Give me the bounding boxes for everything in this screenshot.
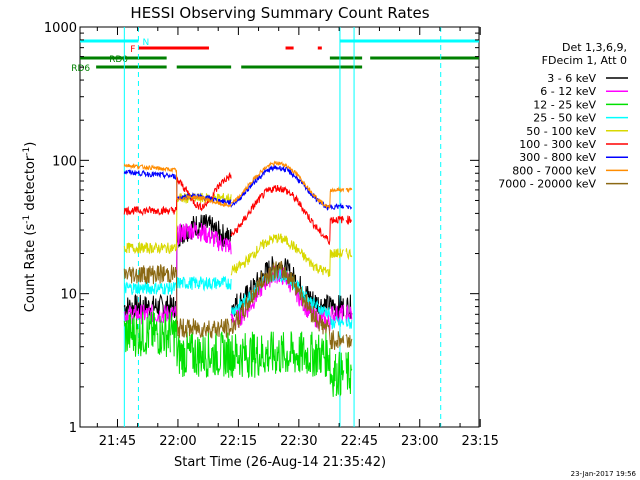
legend-label: 25 - 50 keV [533,112,596,125]
series-line [335,331,345,349]
series-line [170,264,232,340]
series-line [123,293,171,320]
series-line [124,280,171,295]
series-line [335,248,344,259]
series-line [230,331,337,397]
x-tick-label: 22:00 [159,434,196,449]
legend-label: 50 - 100 keV [526,125,596,138]
y-axis-label: Count Rate (s-1 detector-1) [22,142,38,313]
legend-label: 7000 - 20000 keV [498,178,596,191]
plot-frame [79,26,480,428]
series-lines [123,160,353,397]
series-line [123,303,171,325]
x-tick-label: 23:00 [401,434,438,449]
series-line [230,184,337,246]
series-line [335,351,345,397]
series-line [170,167,232,208]
series-line [335,186,345,193]
series-line [123,264,171,285]
axis-ticks: 21:45 22:00 22:15 22:30 22:45 23:00 23:15 1 10 10… [44,21,499,449]
series-line [123,205,171,217]
x-tick-label: 22:45 [341,434,378,449]
orbit-markers [123,27,442,427]
chart-title: HESSI Observing Summary Count Rates [130,4,429,22]
legend-header-1: Det 1,3,6,9, [562,41,627,54]
series-line [170,311,232,378]
series-line [345,204,353,210]
flag-label-f: F [130,45,135,55]
y-tick-label: 1 [69,421,77,436]
legend-label: 800 - 7000 keV [512,164,596,177]
series-line [123,241,171,255]
y-tick-label: 10 [60,288,77,303]
legend-label: 100 - 300 keV [519,138,596,151]
series-line [345,248,353,261]
legend: Det 1,3,6,9, FDecim 1, Att 0 3 - 6 keV6 … [498,41,628,191]
legend-label: 6 - 12 keV [540,85,596,98]
series-line [345,215,352,226]
series-line [335,202,345,210]
series-line [170,275,232,295]
timestamp: 23-Jan-2017 19:56 [571,470,637,478]
y-tick-label: 100 [52,154,77,169]
series-line [123,169,171,180]
series-line [230,260,337,350]
legend-label: 12 - 25 keV [533,98,596,111]
series-line [335,315,345,327]
series-line [345,351,353,395]
legend-label: 300 - 800 keV [519,151,596,164]
series-line [230,233,337,278]
series-line [345,334,353,348]
series-line [123,311,171,358]
series-line [123,162,171,173]
legend-label: 3 - 6 keV [547,72,596,85]
x-tick-label: 23:15 [461,434,498,449]
flag-label-n: N [142,38,149,48]
series-line [170,171,232,215]
series-line [345,317,353,329]
x-tick-label: 22:30 [280,434,317,449]
x-axis-label: Start Time (26-Aug-14 21:35:42) [174,455,386,470]
flag-label-rd6: RD6 [71,64,90,74]
x-tick-label: 22:15 [220,434,257,449]
series-line [170,222,232,321]
series-line [230,160,337,210]
flag-label-rd0: RD0 [109,55,128,65]
legend-header-2: FDecim 1, Att 0 [542,54,627,67]
series-line [335,215,345,224]
series-line [345,187,353,194]
y-tick-label: 1000 [44,21,77,36]
x-tick-label: 21:45 [99,434,136,449]
